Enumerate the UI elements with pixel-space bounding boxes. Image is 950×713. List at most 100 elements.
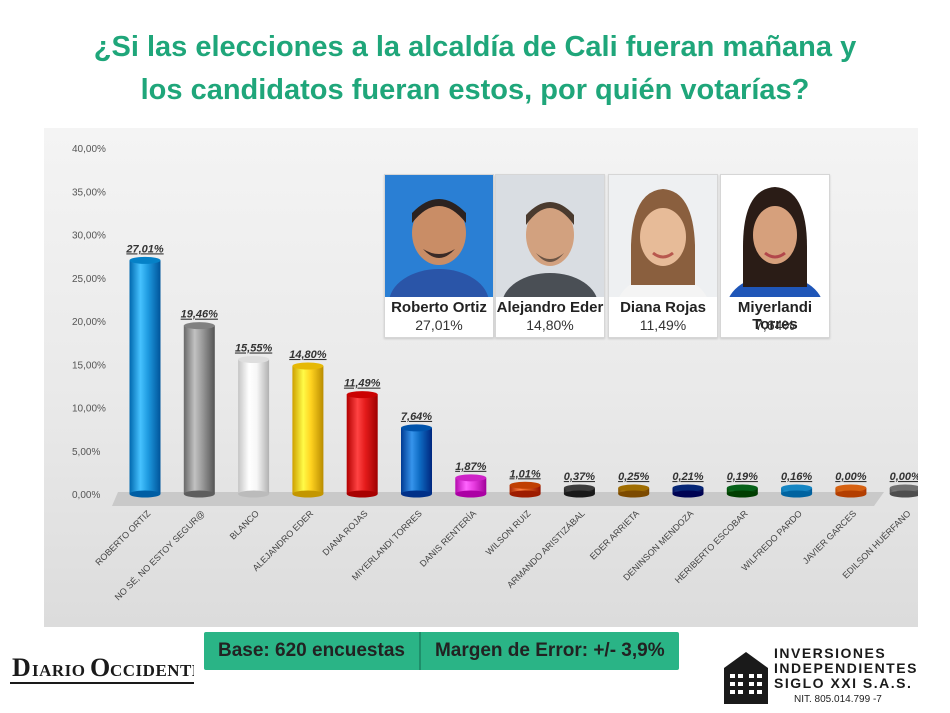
bar-base: [726, 490, 758, 498]
y-tick-label: 15,00%: [72, 360, 106, 371]
bar-cap: [618, 484, 650, 492]
bar-1: [183, 322, 215, 498]
bar-2: [238, 355, 270, 498]
svg-text:CCIDENTE: CCIDENTE: [110, 661, 194, 680]
survey-info-bar: Base: 620 encuestas Margen de Error: +/-…: [204, 632, 679, 670]
y-tick-label: 25,00%: [72, 274, 106, 285]
bar-base: [618, 490, 650, 498]
bar-base: [292, 490, 324, 498]
data-label: 7,64%: [401, 411, 432, 423]
data-label: 0,37%: [564, 471, 595, 483]
diario-occidente-logo: D IARIO O CCIDENTE: [10, 648, 194, 684]
building-logo-icon: [724, 652, 768, 704]
bar-cap: [183, 322, 215, 330]
portrait-alejandro-eder: [496, 175, 604, 297]
bar-11: [726, 484, 758, 498]
bar-base: [835, 490, 867, 498]
data-label: 0,00%: [890, 471, 918, 483]
x-tick-label: NO SÉ, NO ESTOY SEGUR@: [113, 508, 207, 602]
x-tick-label: JAVIER GARCES: [801, 508, 859, 566]
bar-14: [889, 484, 918, 498]
candidate-name: Miyerlandi Torres: [737, 299, 813, 333]
bar-base: [781, 490, 813, 498]
margin-of-error: Margen de Error: +/- 3,9%: [418, 632, 679, 670]
candidate-name: Diana Rojas: [620, 299, 706, 316]
bar-cap: [129, 256, 161, 264]
bar-5: [401, 424, 432, 498]
data-label: 11,49%: [344, 378, 381, 390]
headline-line-1: ¿Si las elecciones a la alcaldía de Cali…: [93, 31, 857, 63]
bar-chart: 0,00% 5,00% 10,00% 15,00% 20,00% 25,00% 30,00%…: [72, 144, 918, 602]
candidate-pct: 14,80%: [526, 317, 574, 333]
bar-cap: [563, 484, 595, 492]
x-tick-label: DIANA ROJAS: [320, 508, 369, 557]
x-tick-label: ROBERTO ORTIZ: [93, 508, 152, 567]
bar-6: [455, 474, 487, 498]
bar-9: [618, 484, 650, 498]
y-tick-label: 35,00%: [72, 187, 106, 198]
bar-cap: [292, 362, 324, 370]
candidate-card-miyerlandi-torres: Miyerlandi Torres 7,64%: [720, 174, 830, 338]
y-tick-label: 20,00%: [72, 317, 106, 328]
candidate-pct: 27,01%: [415, 317, 463, 333]
y-tick-label: 0,00%: [72, 490, 100, 501]
company-nit: NIT. 805.014.799 -7: [794, 694, 882, 705]
y-tick-label: 5,00%: [72, 447, 100, 458]
svg-text:D: D: [12, 653, 31, 682]
bar-3: [292, 362, 324, 498]
candidate-name: Alejandro Eder: [496, 299, 604, 316]
inversiones-independientes-logo: INVERSIONES INDEPENDIENTES SIGLO XXI S.A…: [720, 642, 942, 708]
company-name-line-2: INDEPENDIENTES: [774, 660, 918, 676]
data-label: 19,46%: [181, 309, 219, 321]
bar-4: [346, 391, 378, 498]
bar-13: [835, 484, 867, 498]
bar-body: [455, 477, 487, 494]
y-tick-label: 30,00%: [72, 231, 106, 242]
bar-0: [129, 256, 161, 498]
y-tick-label: 40,00%: [72, 144, 106, 155]
bar-body: [401, 427, 432, 494]
bar-body: [238, 359, 270, 494]
bar-base: [509, 490, 541, 498]
data-label: 0,16%: [781, 471, 812, 483]
data-label: 0,21%: [672, 471, 703, 483]
bar-cap: [672, 484, 704, 492]
bar-base: [672, 490, 704, 498]
bar-cap: [346, 391, 378, 399]
candidate-name: Roberto Ortiz: [391, 299, 487, 316]
bar-body: [183, 325, 215, 494]
svg-text:IARIO: IARIO: [32, 661, 86, 680]
bar-base: [889, 490, 918, 498]
data-label: 0,25%: [618, 471, 649, 483]
portrait-diana-rojas: [609, 175, 717, 297]
chart-area: 0,00% 5,00% 10,00% 15,00% 20,00% 25,00% 30,00%…: [44, 128, 918, 627]
chart-floor: [112, 492, 884, 506]
x-tick-label: BLANCO: [228, 508, 261, 541]
bar-cap: [726, 484, 758, 492]
bar-base: [183, 490, 215, 498]
bar-10: [672, 484, 704, 498]
bar-cap: [509, 481, 541, 489]
x-tick-label: EDER ARRIETA: [588, 508, 641, 561]
candidate-card-diana-rojas: Diana Rojas 11,49%: [608, 174, 718, 338]
bar-base: [346, 490, 378, 498]
candidate-pct: 7,64%: [755, 317, 795, 333]
chart-headline: ¿Si las elecciones a la alcaldía de Cali…: [20, 26, 930, 112]
bar-cap: [401, 424, 432, 432]
data-label: 1,01%: [509, 468, 540, 480]
data-label: 15,55%: [235, 342, 273, 354]
portrait-miyerlandi-torres: [721, 175, 829, 297]
data-label: 14,80%: [289, 349, 327, 361]
bar-base: [129, 490, 161, 498]
bar-12: [781, 484, 813, 498]
bar-cap: [835, 484, 867, 492]
data-label: 27,01%: [125, 243, 164, 255]
bar-cap: [455, 474, 487, 482]
bar-cap: [781, 484, 813, 492]
y-tick-label: 10,00%: [72, 404, 106, 415]
bar-7: [509, 481, 541, 498]
diario-occidente-wordmark: D IARIO O CCIDENTE: [12, 653, 194, 682]
bar-cap: [238, 355, 270, 363]
bar-cap: [889, 484, 918, 492]
company-name: INVERSIONES INDEPENDIENTES SIGLO XXI S.A…: [774, 646, 918, 691]
